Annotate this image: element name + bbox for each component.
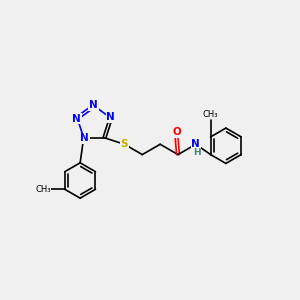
Text: N: N: [89, 100, 98, 110]
Text: O: O: [172, 127, 181, 137]
Text: N: N: [80, 134, 89, 143]
Text: S: S: [121, 139, 128, 149]
Text: CH₃: CH₃: [203, 110, 218, 119]
Text: N: N: [106, 112, 115, 122]
Text: H: H: [193, 148, 200, 157]
Text: CH₃: CH₃: [35, 185, 50, 194]
Text: N: N: [72, 114, 81, 124]
Text: N: N: [191, 139, 200, 149]
